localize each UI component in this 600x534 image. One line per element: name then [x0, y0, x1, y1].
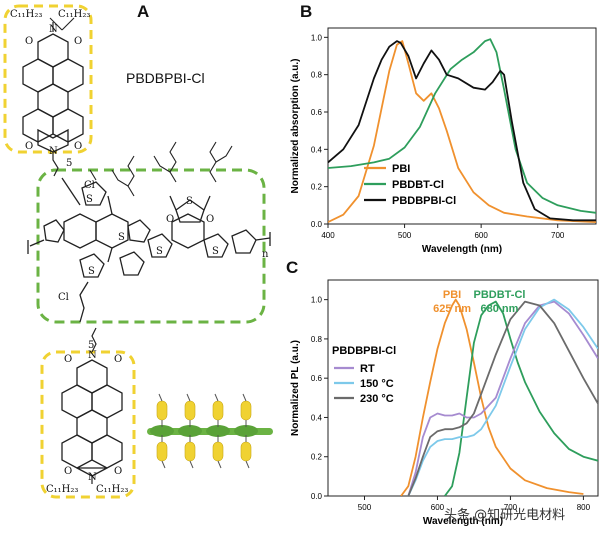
pl-legend-title: PBDBPBI-Cl: [332, 345, 396, 357]
o-label-2: O: [74, 36, 83, 47]
packing-cartoon: [147, 393, 273, 469]
acceptor-box-top: [3, 4, 93, 154]
pl-chart-ytick-label: 0.6: [311, 374, 323, 383]
spacer-label-top: 5: [66, 158, 73, 169]
pl-chart-ytick-label: 0.4: [311, 413, 323, 422]
n-label-mid-top: N: [49, 146, 58, 157]
alkyl-label-top-right: C₁₁H₂₃: [58, 9, 91, 20]
s-label-5: S: [186, 196, 193, 207]
abs-legend-label: PBDBPBI-Cl: [392, 195, 456, 207]
panel-label-c: C: [286, 258, 299, 277]
abs-chart-series-line-1: [328, 38, 596, 214]
pl-annotation-pbdbt-peak: 680 nm: [481, 303, 519, 315]
abs-chart-xaxis-title: Wavelength (nm): [422, 244, 502, 255]
pl-chart-xtick-label: 500: [358, 503, 372, 512]
pl-legend-label: 230 °C: [360, 393, 394, 405]
abs-legend-label: PBDBT-Cl: [392, 179, 444, 191]
spacer-label-bottom: 5: [88, 340, 95, 351]
n-label-mid-bottom: N: [88, 350, 97, 361]
abs-chart-ytick-label: 0.4: [311, 145, 323, 154]
pl-chart-ytick-label: 0.8: [311, 335, 323, 344]
donor-box: [36, 168, 266, 324]
abs-chart-ytick-label: 0.6: [311, 108, 323, 117]
watermark: 头条 @知研光电材料: [444, 508, 566, 523]
abs-chart-xtick-label: 700: [551, 231, 565, 240]
abs-chart-series-line-2: [328, 40, 596, 222]
pl-chart-series-line-2: [407, 300, 598, 496]
n-label-top: N: [49, 24, 58, 35]
o-label-6: O: [206, 214, 215, 225]
o-label-8: O: [114, 354, 123, 365]
pl-chart-series-line-0: [400, 298, 584, 496]
s-label-6: S: [88, 266, 95, 277]
pl-chart-plot-frame: [327, 279, 599, 497]
o-label-1: O: [25, 36, 34, 47]
pl-legend-label: RT: [360, 363, 375, 375]
donor-backbone: [27, 177, 271, 323]
abs-chart-ytick-label: 1.0: [311, 33, 323, 42]
s-label-4: S: [212, 246, 219, 257]
pl-annotation-pbdbt: PBDBT-Cl: [474, 289, 526, 301]
pl-chart-yaxis-title: Normalized PL (a.u.): [290, 340, 301, 436]
abs-chart-xtick-label: 400: [321, 231, 335, 240]
abs-chart-plot-frame: [327, 27, 597, 225]
abs-chart-ytick-label: 0.2: [311, 183, 323, 192]
pl-chart-series-line-3: [407, 298, 598, 496]
s-label-2: S: [118, 232, 125, 243]
o-label-4: O: [74, 141, 83, 152]
acceptor-box-bottom: [40, 350, 136, 499]
pl-chart-xaxis-title: Wavelength (nm): [423, 516, 503, 527]
o-label-5: O: [166, 214, 175, 225]
pbi-core-bottom: [61, 359, 123, 477]
abs-chart-series-line-0: [328, 40, 596, 223]
pl-chart-ytick-label: 0.2: [311, 453, 323, 462]
o-label-10: O: [114, 466, 123, 477]
abs-chart-ytick-label: 0.0: [311, 220, 323, 229]
pl-annotation-pbi: PBI: [443, 289, 461, 301]
absorption-chart: 400 500 600 700 0.0 0.2 0.4 0.6 0.8 1.0 Wavelength…: [290, 27, 597, 255]
panel-label-a: A: [137, 2, 150, 21]
alkyl-label-top-left: C₁₁H₂₃: [10, 9, 43, 20]
abs-chart-xtick-label: 600: [474, 231, 488, 240]
o-label-3: O: [25, 141, 34, 152]
abs-chart-xtick-label: 500: [398, 231, 412, 240]
s-label-1: S: [86, 194, 93, 205]
alkyl-label-bottom-right: C₁₁H₂₃: [96, 484, 129, 495]
pl-chart: 500 600 700 800 0.0 0.2 0.4 0.6 0.8 1.0 Wavelength…: [290, 279, 599, 527]
pbi-core-top: [22, 33, 84, 153]
abs-chart-ytick-label: 0.8: [311, 71, 323, 80]
n-label-bottom: N: [88, 472, 97, 483]
pl-legend-label: 150 °C: [360, 378, 394, 390]
pl-chart-series-line-4: [407, 300, 598, 496]
o-label-9: O: [64, 466, 73, 477]
abs-chart-yaxis-title: Normalized absorption (a.u.): [290, 58, 301, 193]
pl-chart-xtick-label: 800: [577, 503, 591, 512]
molecule-structure: [3, 4, 273, 499]
pl-chart-xtick-label: 600: [431, 503, 445, 512]
pl-chart-ytick-label: 0.0: [311, 492, 323, 501]
panel-label-b: B: [300, 2, 313, 21]
molecule-name: PBDBPBI-Cl: [126, 70, 205, 86]
alkyl-label-bottom-left: C₁₁H₂₃: [46, 484, 79, 495]
repeat-label: n: [262, 249, 269, 260]
abs-legend-label: PBI: [392, 163, 410, 175]
pl-annotation-pbi-peak: 625 nm: [433, 303, 471, 315]
pl-chart-ytick-label: 1.0: [311, 296, 323, 305]
cl-label-bottom: Cl: [58, 292, 69, 303]
cl-label-top: Cl: [84, 180, 95, 191]
pl-chart-xtick-label: 700: [504, 503, 518, 512]
s-label-3: S: [156, 246, 163, 257]
o-label-7: O: [64, 354, 73, 365]
